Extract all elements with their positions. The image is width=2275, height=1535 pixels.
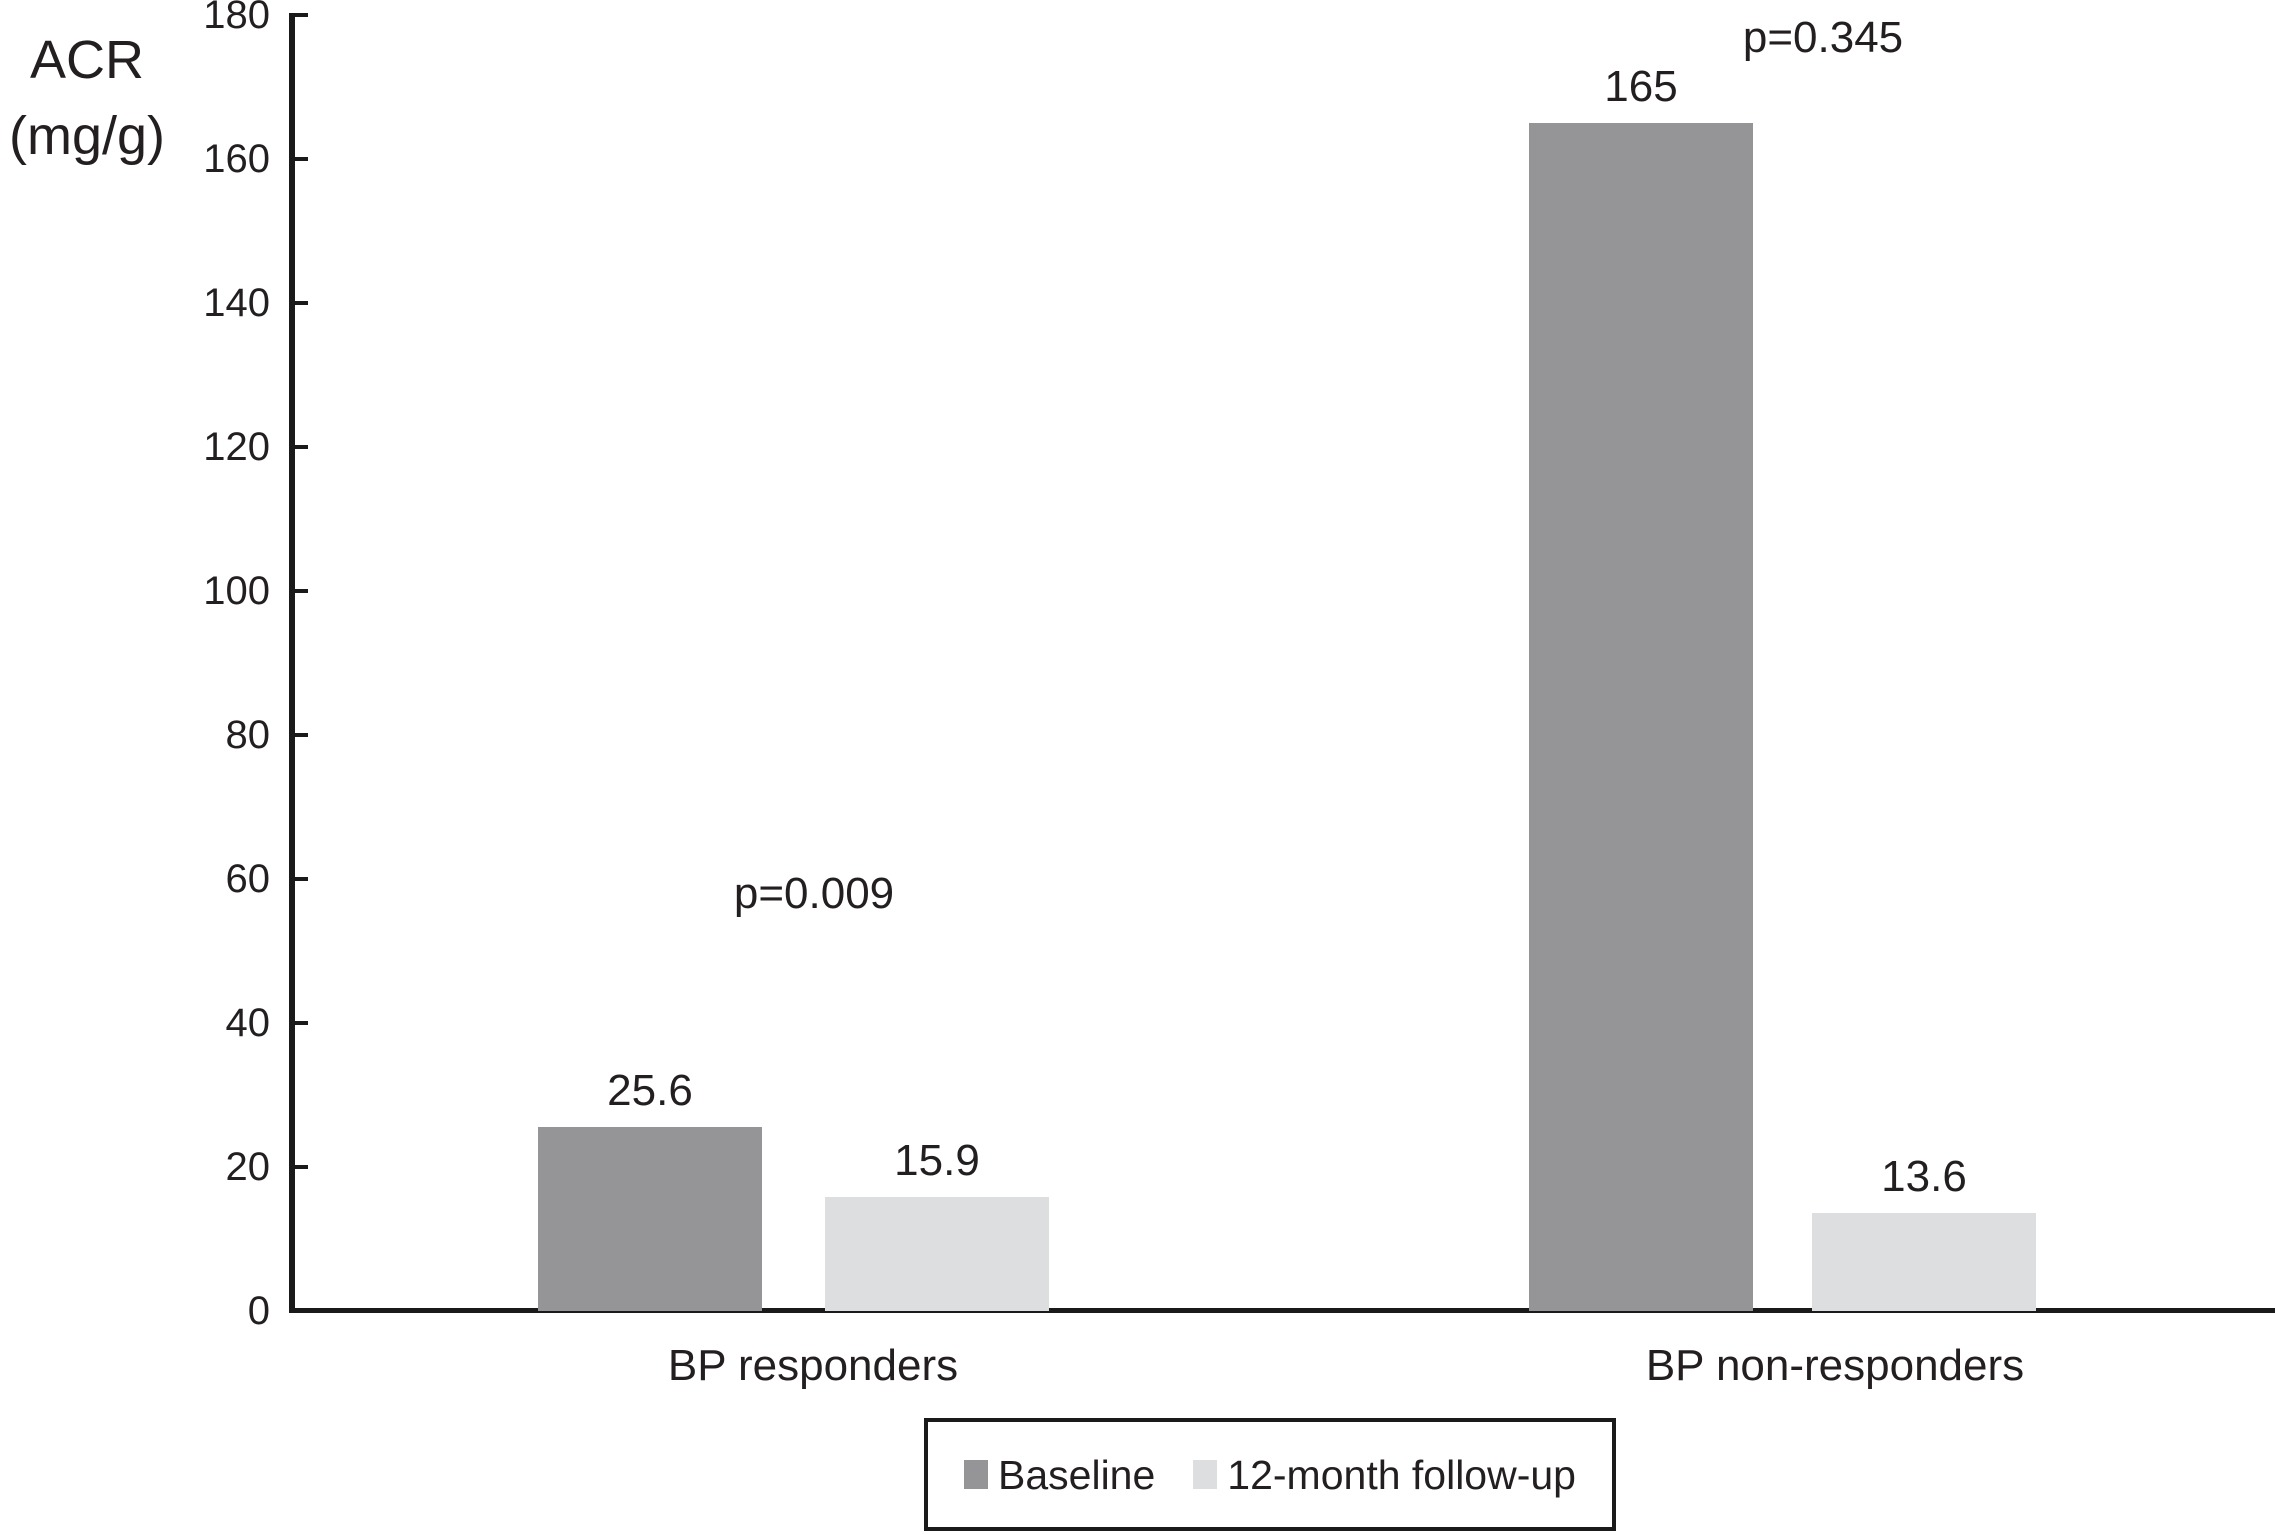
y-tick-label: 180 <box>203 0 270 37</box>
bar-followup-non-responders <box>1812 1213 2036 1311</box>
y-tick-label: 80 <box>225 713 271 757</box>
y-tick <box>295 301 308 305</box>
bar-value-label: 25.6 <box>607 1065 693 1115</box>
legend-swatch-icon <box>1193 1460 1218 1489</box>
category-label-bp-responders: BP responders <box>667 1341 959 1390</box>
bar-baseline-non-responders <box>1529 123 1753 1311</box>
bar-followup-responders <box>825 1196 1049 1311</box>
legend-item-baseline: Baseline <box>964 1451 1155 1499</box>
y-axis-line <box>289 13 295 1313</box>
category-label-bp-non-responders: BP non-responders <box>1645 1341 2025 1390</box>
p-value-label: p=0.345 <box>1742 13 1904 62</box>
y-tick-label: 160 <box>203 137 270 181</box>
y-axis-title-line1: ACR <box>29 30 144 90</box>
y-axis-title-line2: (mg/g) <box>8 106 165 166</box>
y-tick-label: 60 <box>225 857 271 901</box>
y-tick <box>295 157 308 161</box>
y-tick <box>295 733 308 737</box>
y-tick <box>295 13 308 17</box>
bar-value-label: 165 <box>1604 62 1678 111</box>
y-tick <box>295 1021 308 1025</box>
y-tick-label: 20 <box>225 1145 271 1189</box>
legend-label: 12-month follow-up <box>1227 1451 1576 1498</box>
y-axis-title: ACR (mg/g) <box>2 22 172 174</box>
p-value-label: p=0.009 <box>733 869 895 918</box>
bar-value-label: 15.9 <box>894 1135 980 1185</box>
y-tick <box>295 445 308 449</box>
legend-box: Baseline 12-month follow-up <box>924 1418 1616 1531</box>
legend-label: Baseline <box>998 1451 1156 1498</box>
y-tick-label: 120 <box>203 425 270 469</box>
bar-baseline-responders <box>538 1126 762 1311</box>
y-tick-label: 0 <box>247 1289 270 1333</box>
y-tick <box>295 1165 308 1169</box>
legend-swatch-icon <box>964 1460 989 1489</box>
x-axis-line <box>289 1308 2275 1313</box>
y-tick-label: 100 <box>203 569 270 613</box>
y-tick-label: 40 <box>225 1001 271 1045</box>
legend-item-followup: 12-month follow-up <box>1193 1451 1576 1499</box>
y-tick <box>295 877 308 881</box>
y-tick-label: 140 <box>203 281 270 325</box>
bar-value-label: 13.6 <box>1881 1152 1967 1202</box>
y-tick <box>295 589 308 593</box>
